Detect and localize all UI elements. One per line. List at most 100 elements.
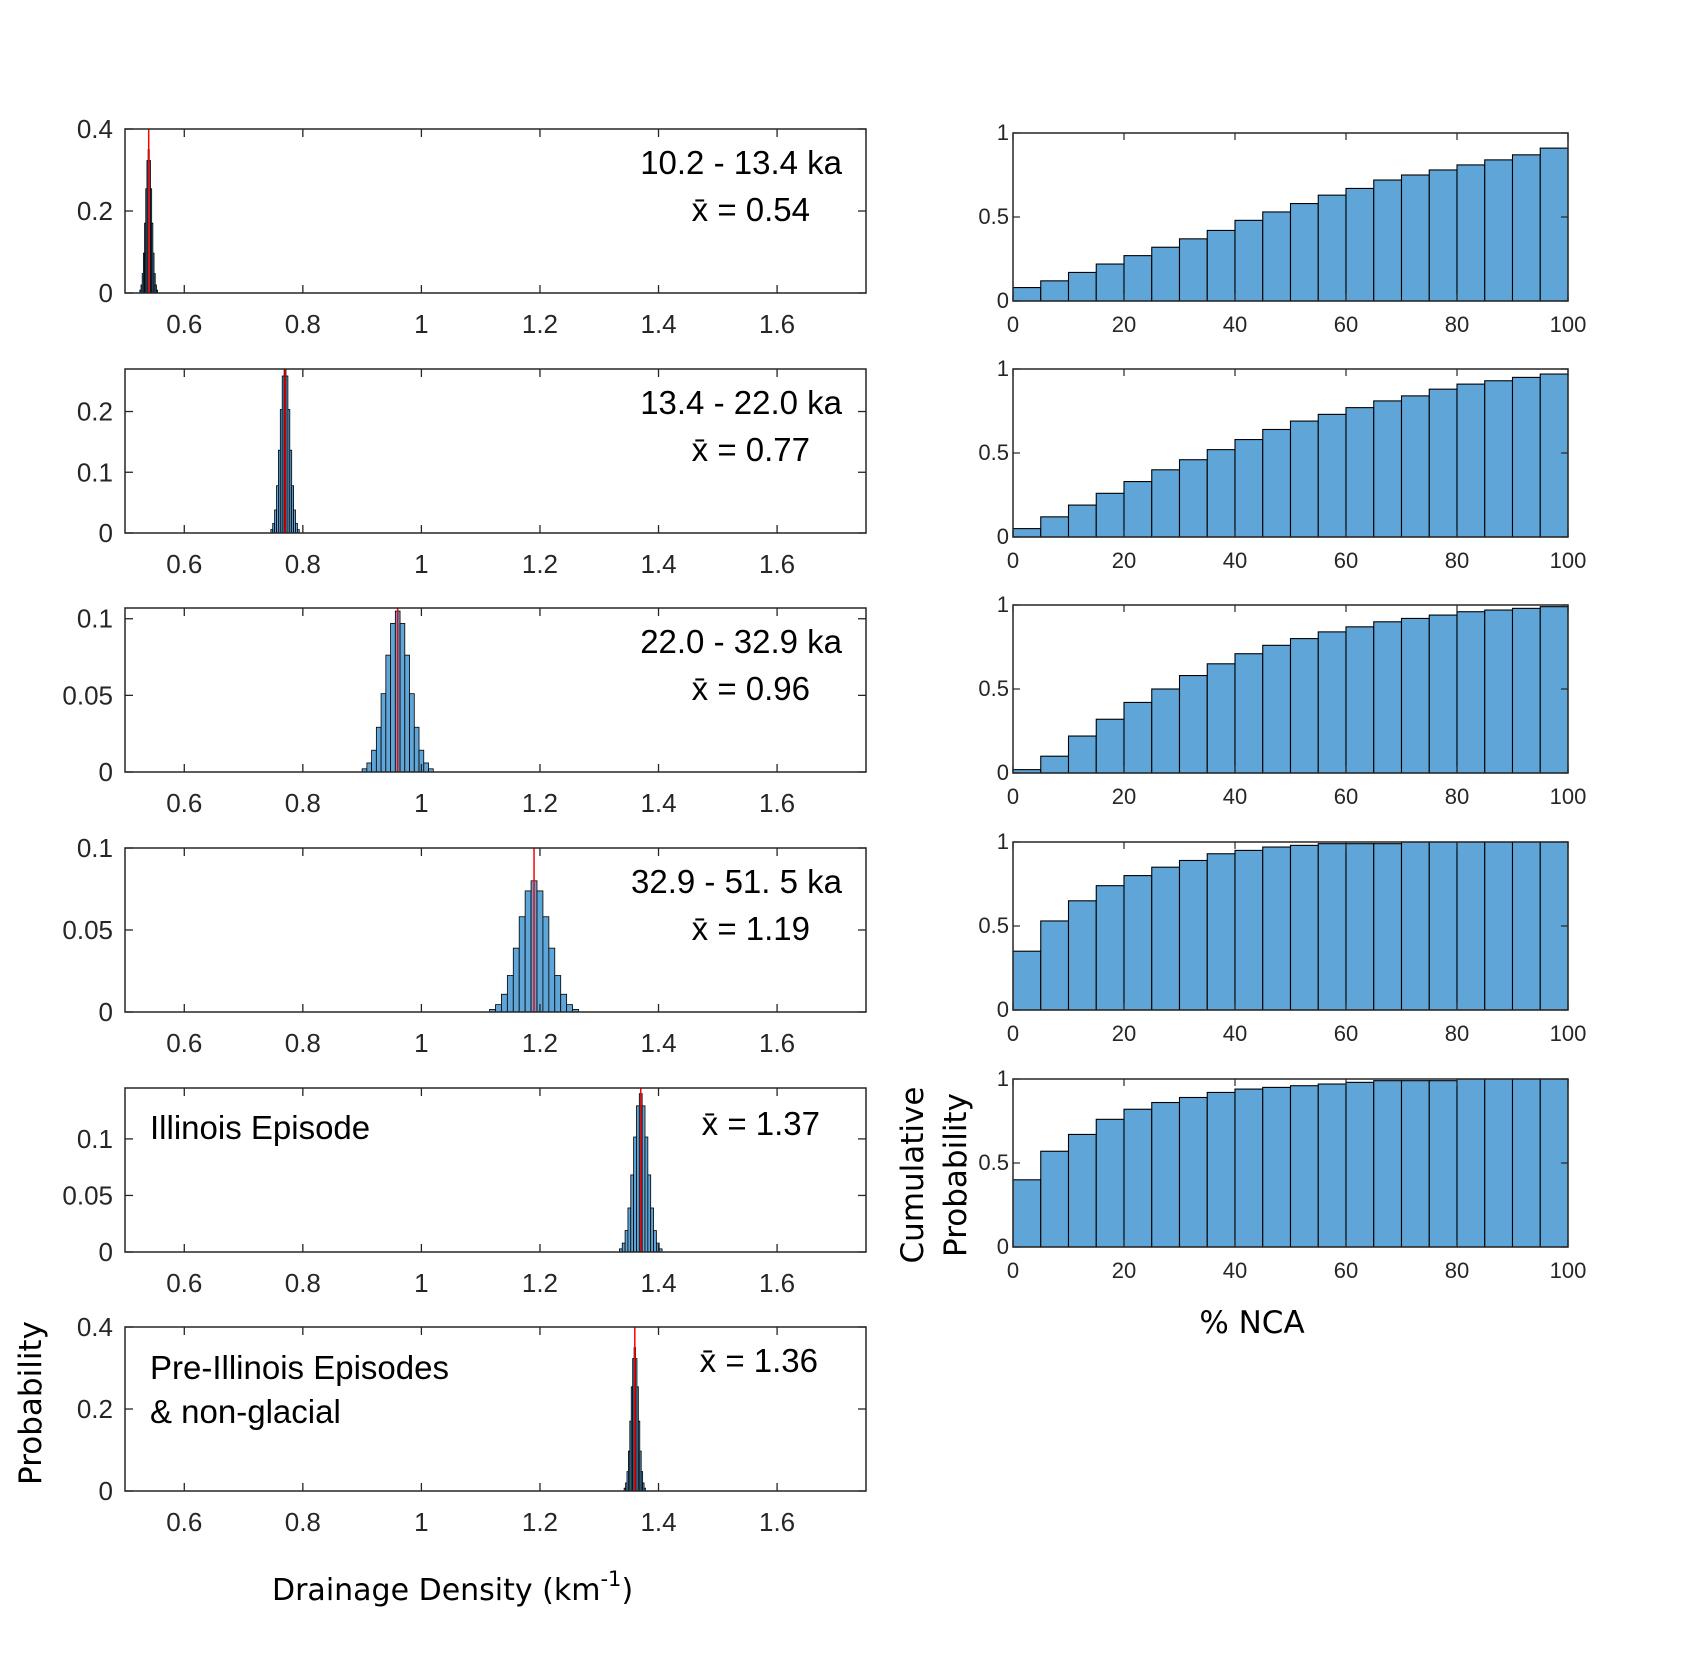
cumulative-bar xyxy=(1095,492,1125,538)
panel-title-line2: & non-glacial xyxy=(150,1393,341,1430)
cumulative-panel-5: 0 20 40 60 80 100 0 0.5 1 xyxy=(978,1066,1586,1283)
x-tick-label: 1.4 xyxy=(640,1268,676,1298)
cumulative-bar xyxy=(1040,280,1070,302)
cumulative-bar xyxy=(1095,263,1125,302)
panel-title: Illinois Episode xyxy=(150,1109,370,1146)
cumulative-bar xyxy=(1067,1133,1097,1248)
y-tick-label: 0.5 xyxy=(978,440,1009,465)
cumulative-bar xyxy=(1067,900,1097,1011)
x-tick-label: 1.6 xyxy=(759,1507,795,1537)
cumulative-panel-2: 0 20 40 60 80 100 0 0.5 1 xyxy=(978,356,1586,573)
y-tick-label: 0.5 xyxy=(978,913,1009,938)
y-tick-label: 0 xyxy=(997,997,1009,1022)
cumulative-bar xyxy=(1151,866,1181,1011)
cumulative-bar xyxy=(1234,653,1264,774)
x-tick-label: 1 xyxy=(414,788,428,818)
y-tick-label: 0.2 xyxy=(77,196,113,226)
mean-label: x̄ = 0.77 xyxy=(692,431,810,468)
cumulative-bar xyxy=(1345,407,1375,538)
x-tick-label: 1.4 xyxy=(640,1507,676,1537)
cumulative-bar xyxy=(1456,1078,1486,1248)
cumulative-bar xyxy=(1178,238,1208,302)
x-tick-label: 80 xyxy=(1445,1021,1469,1046)
cumulative-bar xyxy=(1206,1091,1236,1248)
cumulative-bar xyxy=(1262,846,1292,1011)
cumulative-bar xyxy=(1178,675,1208,774)
x-tick-label: 0.6 xyxy=(166,309,202,339)
x-tick-label: 80 xyxy=(1445,548,1469,573)
cumulative-bar xyxy=(1151,246,1181,302)
x-tick-label: 1.6 xyxy=(759,309,795,339)
right-y-axis-label-line1: Cumulative xyxy=(895,1087,931,1264)
y-tick-label: 0 xyxy=(997,1234,1009,1259)
histogram-bar xyxy=(621,1242,626,1253)
x-tick-label: 20 xyxy=(1112,1258,1136,1283)
x-tick-label: 80 xyxy=(1445,312,1469,337)
x-tick-label: 100 xyxy=(1550,548,1587,573)
cumulative-bar xyxy=(1428,841,1458,1011)
cumulative-bar xyxy=(1012,287,1042,302)
histogram-bar xyxy=(512,947,520,1013)
cumulative-bar xyxy=(1539,606,1569,774)
x-tick-label: 0.8 xyxy=(285,1507,321,1537)
y-tick-label: 0 xyxy=(997,288,1009,313)
x-tick-label: 0.8 xyxy=(285,1268,321,1298)
cumulative-bar xyxy=(1317,194,1347,302)
cumulative-bar xyxy=(1234,849,1264,1011)
cumulative-bar xyxy=(1289,420,1319,538)
x-tick-label: 1 xyxy=(414,309,428,339)
cumulative-bar xyxy=(1484,159,1514,302)
cumulative-bar xyxy=(1373,400,1403,538)
cumulative-bar xyxy=(1373,1080,1403,1248)
cumulative-bar xyxy=(1095,718,1125,774)
x-tick-label: 1.2 xyxy=(522,309,558,339)
x-tick-label: 0.6 xyxy=(166,788,202,818)
cumulative-bar xyxy=(1400,395,1430,538)
y-tick-label: 0 xyxy=(99,518,113,548)
cumulative-bar xyxy=(1345,843,1375,1011)
cumulative-bar xyxy=(1373,179,1403,302)
panel-title: 22.0 - 32.9 ka xyxy=(640,623,842,660)
histogram-bar xyxy=(633,1136,637,1253)
left-x-axis-label: Drainage Density (km-1) xyxy=(272,1567,633,1608)
cumulative-bar xyxy=(1040,1150,1070,1248)
cumulative-bar xyxy=(1123,701,1153,774)
cumulative-bar xyxy=(1484,841,1514,1011)
x-tick-label: 1.2 xyxy=(522,1507,558,1537)
x-tick-label: 40 xyxy=(1223,784,1247,809)
panel-title: 13.4 - 22.0 ka xyxy=(640,384,842,421)
cumulative-bar xyxy=(1206,449,1236,538)
y-tick-label: 0.5 xyxy=(978,204,1009,229)
cumulative-bar xyxy=(1206,853,1236,1011)
histogram-bar xyxy=(630,1174,635,1253)
cumulative-bar xyxy=(1456,611,1486,774)
histogram-bar xyxy=(542,916,550,1013)
density-panel-4: 0.6 0.8 1 1.2 1.4 1.6 0 0.05 0.1 32.9 - 51. 5 ka x… xyxy=(62,833,867,1058)
histogram-bar xyxy=(371,749,377,773)
x-tick-label: 0 xyxy=(1007,548,1019,573)
x-tick-label: 100 xyxy=(1550,1258,1587,1283)
histogram-bar xyxy=(506,975,514,1013)
cumulative-bar xyxy=(1178,859,1208,1011)
cumulative-bar xyxy=(1178,459,1208,538)
cumulative-bar xyxy=(1012,1179,1042,1248)
cumulative-bar xyxy=(1539,147,1569,302)
histogram-bar xyxy=(566,1004,573,1013)
histogram-bar xyxy=(385,654,391,773)
x-tick-label: 0.8 xyxy=(285,549,321,579)
cumulative-bar xyxy=(1289,844,1319,1011)
cumulative-bar xyxy=(1095,1118,1125,1248)
cumulative-bar xyxy=(1428,388,1458,538)
density-panel-3: 0.6 0.8 1 1.2 1.4 1.6 0 0.05 0.1 22.0 - 32.9 ka x̄… xyxy=(62,604,867,818)
cumulative-bar xyxy=(1289,1085,1319,1248)
x-tick-label: 0.8 xyxy=(285,1028,321,1058)
cumulative-bar xyxy=(1289,638,1319,774)
x-tick-label: 20 xyxy=(1112,312,1136,337)
x-tick-label: 0 xyxy=(1007,312,1019,337)
plot-frame xyxy=(124,607,867,773)
cumulative-bar xyxy=(1400,841,1430,1011)
panel-title: 10.2 - 13.4 ka xyxy=(640,144,842,181)
x-tick-label: 40 xyxy=(1223,312,1247,337)
histogram-bar xyxy=(653,1230,657,1253)
cumulative-bar xyxy=(1040,920,1070,1011)
